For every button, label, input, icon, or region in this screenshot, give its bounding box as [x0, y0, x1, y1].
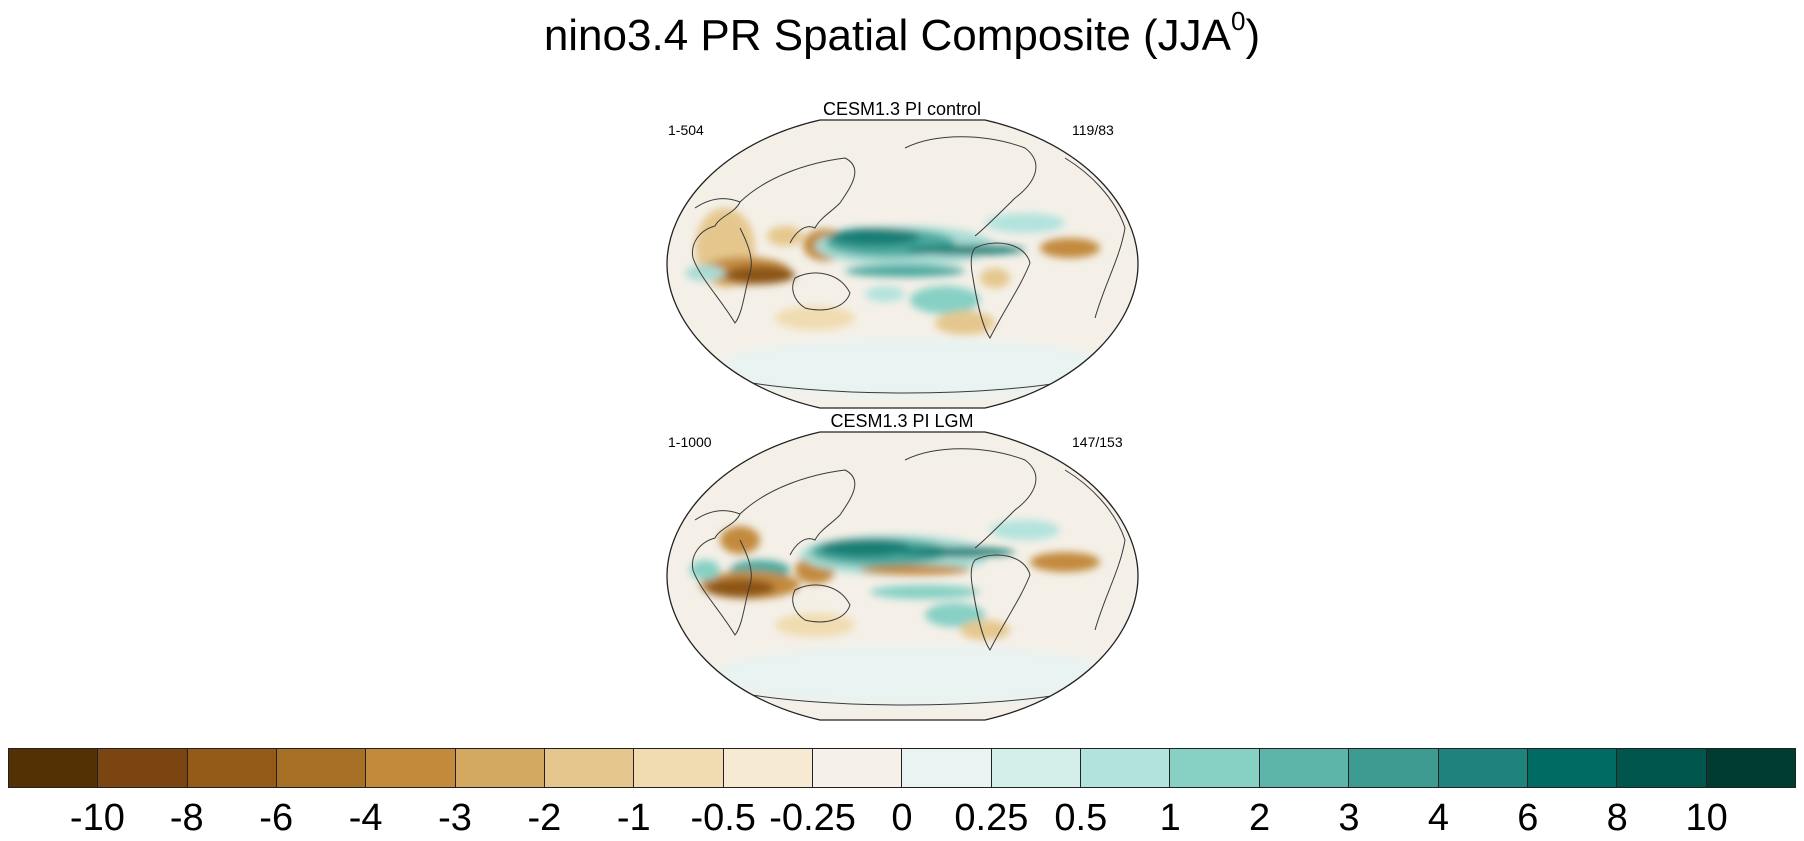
figure-title: nino3.4 PR Spatial Composite (JJA0): [543, 6, 1261, 60]
pattern-north-pacific-wet: [985, 213, 1065, 233]
colorbar-cell: [1170, 749, 1260, 787]
colorbar-cell: [813, 749, 903, 787]
colorbar-tick-label: 0: [891, 797, 913, 839]
pattern-itcz-core: [895, 547, 1015, 557]
colorbar-cell: [455, 749, 546, 787]
panel-1-map: [666, 119, 1139, 409]
coastline-europe-right: [1064, 157, 1126, 319]
coastline-europe-right: [1064, 469, 1126, 631]
colorbar-tick-label: -3: [438, 797, 472, 839]
pattern-south-america-dry: [980, 268, 1010, 288]
colorbar-cell: [991, 749, 1082, 787]
panel-2-left-label: 1-1000: [668, 434, 712, 450]
colorbar-tick-label: -8: [169, 797, 204, 839]
colorbar-tick-label: -0.25: [769, 797, 856, 839]
pattern-pacific-wet-core: [820, 539, 910, 557]
colorbar-cell: [1349, 749, 1439, 787]
colorbar-cell: [366, 749, 456, 787]
colorbar-tick-label: 0.5: [1054, 797, 1108, 839]
colorbar-tick-label: -2: [527, 797, 562, 839]
coastline-australia: [792, 584, 851, 623]
colorbar-tick-label: -10: [69, 797, 125, 839]
coastline-australia: [792, 272, 851, 311]
colorbar-cell: [723, 749, 814, 787]
pattern-southeast-pacific-dry: [960, 620, 1010, 640]
pattern-south-pacific-wet: [925, 603, 985, 627]
colorbar-cell: [277, 749, 367, 787]
pattern-indian-dry-core: [725, 266, 795, 284]
colorbar-cell: [545, 749, 635, 787]
panel-1-title: CESM1.3 PI control: [822, 99, 982, 119]
colorbar-tick-label: 6: [1517, 797, 1539, 839]
colorbar-tick-label: 10: [1685, 797, 1728, 839]
pattern-australia-dry: [775, 613, 855, 637]
coastline-europe-africa: [691, 510, 752, 636]
panel-1-left-label: 1-504: [668, 122, 704, 138]
colorbar-tick-label: -1: [616, 797, 651, 839]
coastline-asia: [739, 469, 856, 556]
panel-2-title: CESM1.3 PI LGM: [830, 411, 974, 431]
coastline-south-america: [970, 242, 1031, 339]
pattern-equatorial-dry-band: [860, 565, 970, 575]
panel-2-map: [666, 431, 1139, 721]
pattern-south-pacific-wet: [910, 286, 980, 314]
pattern-southeast-pacific-dry: [935, 311, 995, 335]
pattern-west-indian-wet: [685, 265, 725, 281]
colorbar-tick-label: -4: [348, 797, 383, 839]
coastline-asia: [739, 157, 856, 244]
colorbar-cell: [902, 749, 992, 787]
coastline-north-america: [904, 448, 1037, 549]
pattern-south-equatorial-wet: [870, 585, 980, 599]
colorbar: [8, 748, 1796, 788]
pattern-north-pacific-wet: [990, 520, 1060, 540]
pattern-southern-light: [715, 338, 1115, 398]
colorbar-tick-label: -0.5: [690, 797, 756, 839]
panel-2-right-label: 147/153: [1072, 434, 1123, 450]
colorbar-tick-label: -6: [259, 797, 294, 839]
colorbar-tick-label: 3: [1338, 797, 1360, 839]
coastline-antarctica: [724, 689, 1086, 706]
colorbar-tick-label: 2: [1249, 797, 1271, 839]
colorbar-cell: [1259, 749, 1350, 787]
colorbar-cell: [1617, 749, 1707, 787]
colorbar-tick-label: 4: [1427, 797, 1449, 839]
pattern-atlantic-dry: [1040, 238, 1100, 258]
pattern-atlantic-dry: [1030, 552, 1100, 572]
pattern-south-pacific-light: [865, 286, 905, 302]
pattern-west-indian-wet: [690, 560, 720, 580]
coastline-north-america: [904, 136, 1037, 237]
coastline-south-america: [970, 554, 1031, 651]
colorbar-cell: [1706, 749, 1795, 787]
colorbar-tick-label: 1: [1159, 797, 1181, 839]
panel-2-map-border: [666, 431, 1139, 721]
pattern-asia-dry: [767, 226, 803, 246]
colorbar-cell: [98, 749, 188, 787]
coastline-europe-africa: [691, 198, 752, 324]
coastline-antarctica: [724, 377, 1086, 394]
pattern-south-equatorial-wet: [845, 265, 965, 277]
pattern-pacific-wet-core: [830, 228, 920, 246]
pattern-itcz-core: [905, 245, 1025, 255]
colorbar-cell: [634, 749, 724, 787]
colorbar-cell: [9, 749, 99, 787]
panel-1-right-label: 119/83: [1072, 122, 1114, 138]
colorbar-cell: [1081, 749, 1171, 787]
pattern-indian-dry-core: [705, 579, 775, 597]
pattern-southern-light: [715, 645, 1115, 705]
colorbar-cell: [187, 749, 278, 787]
pattern-australia-dry: [775, 306, 855, 330]
panel-1-map-border: [666, 119, 1139, 409]
colorbar-tick-label: 0.25: [954, 797, 1029, 839]
colorbar-cell: [1527, 749, 1618, 787]
colorbar-cell: [1438, 749, 1528, 787]
colorbar-tick-label: 8: [1606, 797, 1628, 839]
